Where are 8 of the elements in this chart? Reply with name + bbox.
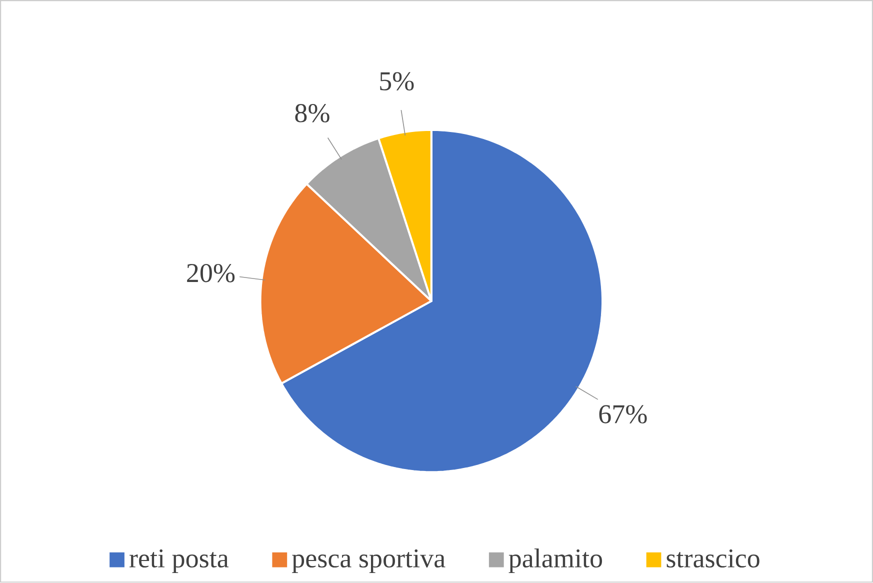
legend-label: palamito <box>508 548 602 574</box>
data-label: 5% <box>380 72 414 91</box>
data-label: 20% <box>187 264 235 282</box>
data-label: 8% <box>295 104 330 123</box>
legend-label: pesca sportiva <box>292 550 446 574</box>
legend-label: reti posta <box>130 550 229 574</box>
data-label: 67% <box>599 405 647 424</box>
legend-label: strascico <box>666 550 760 568</box>
